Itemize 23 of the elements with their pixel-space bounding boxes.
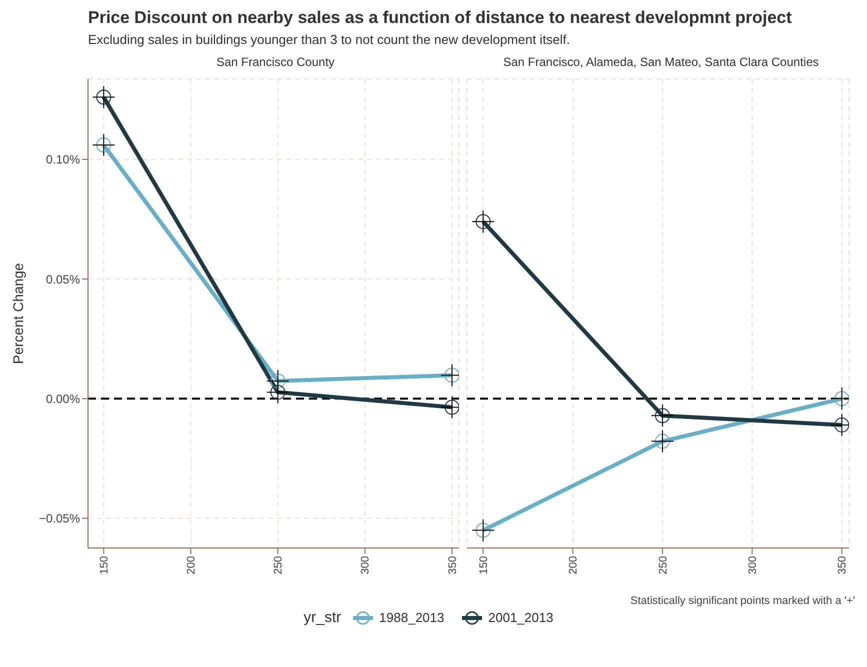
text: Statistically significant points marked with a '+' bbox=[629, 595, 856, 607]
x-tick-label: 200 bbox=[568, 556, 580, 574]
legend-title: yr_str bbox=[304, 609, 342, 626]
x-tick-label: 350 bbox=[836, 556, 849, 574]
chart-subtitle: Excluding sales in buildings younger than 3 to not count the new development itself. bbox=[87, 32, 572, 47]
x-tick-label: 200 bbox=[186, 556, 198, 574]
x-tick-label: 300 bbox=[360, 556, 372, 574]
x-tick-label: 250 bbox=[272, 556, 285, 574]
x-tick-label: 300 bbox=[746, 556, 759, 574]
legend-label: 1988_2013 bbox=[378, 610, 444, 625]
x-tick-label: 350 bbox=[446, 556, 459, 574]
chart-title: Price Discount on nearby sales as a function of distance to nearest developmnt project bbox=[87, 8, 793, 28]
y-tick-label: 0.05% bbox=[46, 272, 80, 286]
y-tick-label: 0.00% bbox=[46, 392, 80, 406]
x-tick-label: 250 bbox=[657, 556, 670, 574]
text: San Francisco County bbox=[215, 55, 336, 71]
y-tick-label: −0.05% bbox=[38, 512, 80, 526]
y-tick-label: 0.10% bbox=[46, 152, 80, 167]
y-axis-title: Percent Change bbox=[10, 262, 26, 364]
x-tick-label: 150 bbox=[478, 556, 490, 574]
legend-label: 2001_2013 bbox=[487, 610, 554, 625]
text: San Francisco, Alameda, San Mateo, Santa Clara Counties bbox=[502, 55, 820, 71]
x-tick-label: 150 bbox=[98, 556, 110, 574]
